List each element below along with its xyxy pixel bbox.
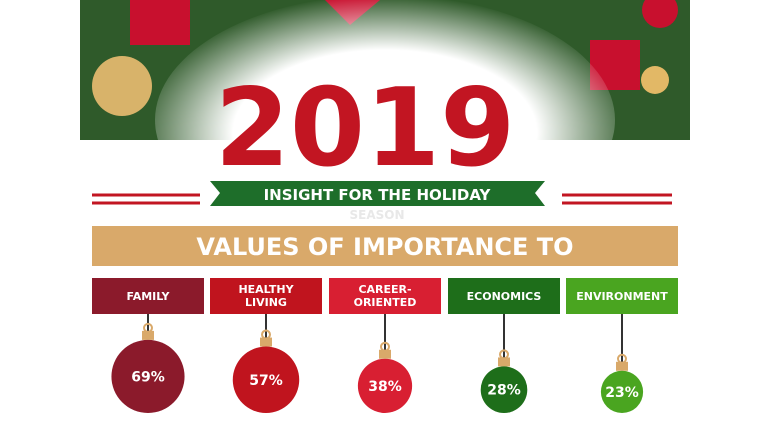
ornament [111,339,185,414]
heading: VALUES OF IMPORTANCE TO [196,233,573,261]
value-label: 28% [487,383,521,399]
value-label: 57% [249,373,283,389]
ribbon [92,181,672,206]
cap [379,349,391,359]
cap [260,337,272,347]
title: 2019 [215,66,516,191]
category-label: ENVIRONMENT [566,278,678,314]
cap [142,330,154,340]
value-label: 38% [368,379,402,395]
category-label: HEALTHY LIVING [210,278,322,314]
value-label: 69% [131,369,165,385]
cap [498,357,510,367]
ornament [480,366,528,413]
cap [616,361,628,371]
value-label: 23% [605,385,639,401]
category-label: FAMILY [92,278,204,314]
category-label: ECONOMICS [448,278,560,314]
subtitle-extra: SEASON [349,208,404,222]
ornament [232,346,300,413]
heading-band [92,226,678,266]
subtitle: INSIGHT FOR THE HOLIDAY [264,186,492,204]
category-label: CAREER-ORIENTED [329,278,441,314]
ornament [600,370,644,413]
ornament [357,358,413,413]
